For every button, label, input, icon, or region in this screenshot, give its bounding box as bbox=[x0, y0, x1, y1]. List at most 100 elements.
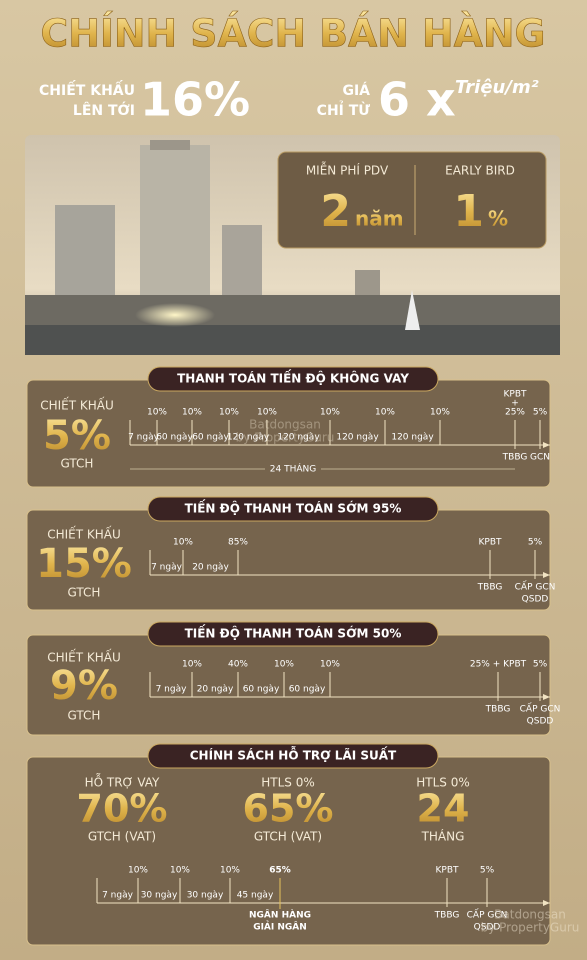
price-label: CHỈ TỪ bbox=[317, 100, 371, 119]
interval: 7 ngày bbox=[102, 891, 134, 901]
interval: 20 ngày bbox=[197, 685, 234, 695]
interval: 7 ngày bbox=[156, 685, 188, 695]
price-unit: Triệu/m² bbox=[455, 77, 539, 98]
section-header bbox=[147, 366, 439, 392]
perk-unit: % bbox=[488, 207, 508, 231]
final-label: QSDD bbox=[522, 595, 549, 605]
support-note: THÁNG bbox=[421, 829, 465, 844]
watermark: Batdongsan bbox=[249, 418, 321, 432]
discount-label: LÊN TỚI bbox=[73, 101, 135, 119]
payment: 85% bbox=[228, 538, 248, 548]
interval: 7 ngày bbox=[151, 563, 183, 573]
section-heading: CHÍNH SÁCH HỖ TRỢ LÃI SUẤT bbox=[190, 746, 397, 763]
interval: 7 ngày bbox=[128, 433, 160, 443]
handover: + bbox=[511, 399, 519, 409]
timeline-arrow bbox=[543, 572, 550, 578]
payment: 10% bbox=[220, 866, 240, 876]
support-label: HTLS 0% bbox=[261, 776, 315, 790]
final-payment: 5% bbox=[480, 866, 495, 876]
payment: 10% bbox=[128, 866, 148, 876]
section-heading: TIẾN ĐỘ THANH TOÁN SỚM 50% bbox=[185, 625, 402, 641]
discount-label: CHIẾT KHẤU bbox=[39, 79, 135, 99]
final-payment: 5% bbox=[533, 660, 548, 670]
final-label: CẤP GCN bbox=[515, 581, 556, 593]
payment: 10% bbox=[320, 660, 340, 670]
basis: GTCH bbox=[68, 586, 101, 600]
support-value: 70% bbox=[77, 787, 168, 831]
handover-label: TBBG bbox=[502, 453, 528, 463]
basis: GTCH bbox=[61, 457, 94, 471]
discount: 5% bbox=[43, 413, 111, 459]
final-label: GCN bbox=[530, 453, 550, 463]
support-value: 65% bbox=[243, 787, 334, 831]
payment: 10% bbox=[320, 408, 340, 418]
section-header bbox=[147, 621, 439, 647]
payment: 40% bbox=[228, 660, 248, 670]
final-label: QSDD bbox=[474, 923, 501, 933]
interval: 30 ngày bbox=[141, 891, 178, 901]
discount: 15% bbox=[36, 541, 132, 587]
interval: 120 ngày bbox=[227, 433, 270, 443]
final-payment: 5% bbox=[528, 538, 543, 548]
perk-value: 1 bbox=[453, 186, 484, 237]
support-note: GTCH (VAT) bbox=[88, 830, 156, 844]
perk-label: EARLY BIRD bbox=[445, 164, 515, 178]
final-label: QSDD bbox=[527, 717, 554, 727]
payment: 10% bbox=[182, 660, 202, 670]
duration: 24 THÁNG bbox=[270, 463, 316, 475]
handover: KPBT bbox=[478, 538, 502, 548]
watermark: by PropertyGuru bbox=[481, 921, 580, 935]
perk-label: MIỄN PHÍ PDV bbox=[306, 162, 389, 178]
discount-label: CHIẾT KHẤU bbox=[47, 649, 121, 665]
handover-label: TBBG bbox=[477, 583, 503, 593]
interval: 20 ngày bbox=[192, 563, 229, 573]
interval: 120 ngày bbox=[277, 433, 320, 443]
disbursement: NGÂN HÀNG bbox=[249, 909, 311, 921]
price: 6 x bbox=[378, 73, 456, 127]
watermark: Batdongsan bbox=[494, 908, 566, 922]
price-label: GIÁ bbox=[342, 82, 370, 99]
discount: 9% bbox=[50, 663, 118, 709]
handover: KPBT bbox=[503, 390, 527, 400]
payment: 65% bbox=[269, 866, 291, 876]
payment: 10% bbox=[147, 408, 167, 418]
timeline-arrow bbox=[543, 442, 550, 448]
discount-label: CHIẾT KHẤU bbox=[47, 526, 121, 542]
duration-bg bbox=[265, 463, 321, 475]
payment: 10% bbox=[257, 408, 277, 418]
watermark: by PropertyGuru bbox=[236, 431, 335, 445]
support-value: 24 bbox=[417, 787, 470, 831]
payment: 10% bbox=[170, 866, 190, 876]
support-label: HỖ TRỢ VAY bbox=[85, 773, 160, 790]
timeline-arrow bbox=[543, 694, 550, 700]
payment: 10% bbox=[375, 408, 395, 418]
interval: 60 ngày bbox=[243, 685, 280, 695]
handover: 25% + KPBT bbox=[470, 660, 527, 670]
final-payment: 5% bbox=[533, 408, 548, 418]
payment: 10% bbox=[182, 408, 202, 418]
basis: GTCH bbox=[68, 709, 101, 723]
handover: 25% bbox=[505, 408, 525, 418]
title: CHÍNH SÁCH BÁN HÀNG bbox=[41, 12, 546, 56]
perk-unit: năm bbox=[355, 207, 404, 231]
support-note: GTCH (VAT) bbox=[254, 830, 322, 844]
discount-label: CHIẾT KHẤU bbox=[40, 397, 114, 413]
section-heading: TIẾN ĐỘ THANH TOÁN SỚM 95% bbox=[185, 500, 402, 516]
interval: 30 ngày bbox=[187, 891, 224, 901]
interval: 120 ngày bbox=[336, 433, 379, 443]
interval: 60 ngày bbox=[192, 433, 229, 443]
interval: 60 ngày bbox=[156, 433, 193, 443]
section-header bbox=[147, 496, 439, 522]
payment: 10% bbox=[274, 660, 294, 670]
handover-label: TBBG bbox=[434, 911, 460, 921]
handover: KPBT bbox=[435, 866, 459, 876]
section-heading: THANH TOÁN TIẾN ĐỘ KHÔNG VAY bbox=[177, 370, 409, 386]
perk-value: 2 bbox=[320, 186, 351, 237]
interval: 45 ngày bbox=[237, 891, 274, 901]
perks-box bbox=[277, 151, 547, 249]
content: CHÍNH SÁCH BÁN HÀNG CHIẾT KHẤU LÊN TỚI 16% G… bbox=[26, 11, 580, 946]
handover-label: TBBG bbox=[485, 705, 511, 715]
disbursement: GIẢI NGÂN bbox=[253, 921, 307, 933]
payment: 10% bbox=[219, 408, 239, 418]
interval: 60 ngày bbox=[289, 685, 326, 695]
